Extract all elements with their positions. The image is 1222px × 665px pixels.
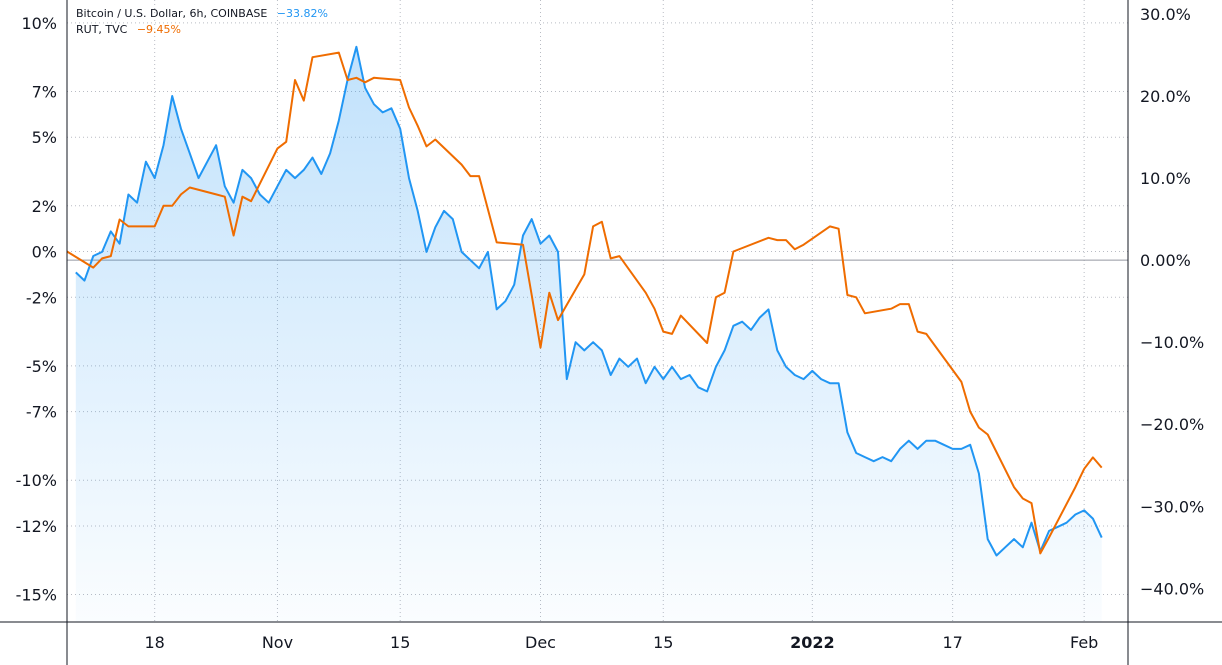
time-tick-label-0: 18 <box>145 633 165 652</box>
time-tick-label-3: Dec <box>525 633 556 652</box>
left-tick-label-2: 5% <box>32 128 57 147</box>
right-tick-label-4: −10.0% <box>1140 333 1204 352</box>
legend-btc-label: Bitcoin / U.S. Dollar, 6h, COINBASE <box>76 7 268 20</box>
right-tick-label-6: −30.0% <box>1140 497 1204 516</box>
time-tick-label-1: Nov <box>262 633 293 652</box>
btc-area-fill <box>75 46 1102 623</box>
legend-rut-value: −9.45% <box>136 23 182 36</box>
time-tick-label-4: 15 <box>653 633 673 652</box>
time-axis[interactable]: 18 Nov 15 Dec 15 2022 17 Feb <box>0 621 1222 652</box>
left-tick-label-4: 0% <box>32 243 57 262</box>
series-layer <box>66 45 1103 623</box>
right-tick-label-3: 0.00% <box>1140 251 1191 270</box>
right-tick-label-0: 30.0% <box>1140 5 1191 24</box>
left-tick-label-0: 10% <box>21 14 57 33</box>
left-tick-label-6: -5% <box>26 357 57 376</box>
right-tick-label-5: −20.0% <box>1140 415 1204 434</box>
time-tick-label-7: Feb <box>1070 633 1098 652</box>
left-tick-label-7: -7% <box>26 403 57 422</box>
left-tick-label-1: 7% <box>32 82 57 101</box>
left-tick-label-9: -12% <box>16 517 57 536</box>
left-tick-label-3: 2% <box>32 197 57 216</box>
legend-btc-value: −33.82% <box>276 7 328 20</box>
legend-rut-label: RUT, TVC <box>76 23 128 36</box>
left-tick-label-10: -15% <box>16 586 57 605</box>
chart-legend: Bitcoin / U.S. Dollar, 6h, COINBASE −33.… <box>76 6 328 38</box>
right-tick-label-2: 10.0% <box>1140 169 1191 188</box>
legend-btc[interactable]: Bitcoin / U.S. Dollar, 6h, COINBASE −33.… <box>76 6 328 22</box>
left-tick-label-8: -10% <box>16 471 57 490</box>
left-price-axis[interactable]: 10% 7% 5% 2% 0% -2% -5% -7% -10% -12% -15% <box>16 0 68 665</box>
right-price-axis[interactable]: 30.0% 20.0% 10.0% 0.00% −10.0% −20.0% −30.0% −4… <box>1127 0 1204 665</box>
time-tick-label-6: 17 <box>942 633 962 652</box>
rut-line <box>66 51 1103 555</box>
time-tick-label-2: 15 <box>390 633 410 652</box>
right-tick-label-7: −40.0% <box>1140 579 1204 598</box>
right-tick-label-1: 20.0% <box>1140 87 1191 106</box>
btc-line <box>75 45 1103 557</box>
legend-rut[interactable]: RUT, TVC −9.45% <box>76 22 328 38</box>
left-tick-label-5: -2% <box>26 288 57 307</box>
time-tick-label-5: 2022 <box>790 633 835 652</box>
